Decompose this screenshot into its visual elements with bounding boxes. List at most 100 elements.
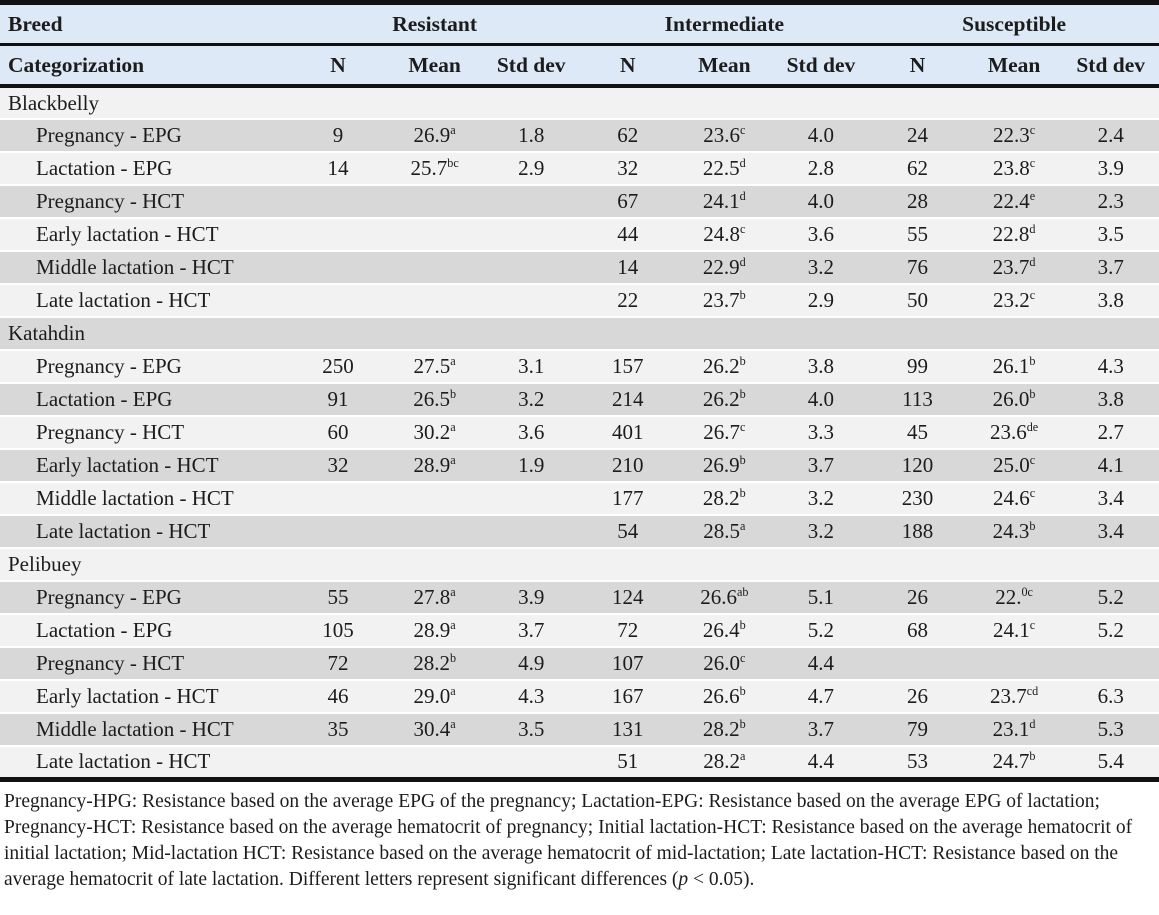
mean-cell: 26.5b (413, 387, 457, 411)
header-breed: Breed (0, 2, 290, 46)
stddev-cell: 3.2 (518, 387, 545, 411)
n-cell: 32 (327, 453, 349, 477)
n-cell: 99 (907, 354, 928, 378)
n-cell (290, 284, 387, 317)
significance-letter: d (739, 189, 746, 203)
table-row: Lactation - EPG 105 28.9a 3.7 72 26.4b 5.2 68 24… (0, 614, 1159, 647)
significance-letter: b (449, 651, 457, 665)
header-n: N (869, 44, 966, 88)
n-cell: 35 (327, 717, 349, 741)
table-row: Lactation - EPG 91 26.5b 3.2 214 26.2b 4.0 113 2… (0, 383, 1159, 416)
table-row: Middle lactation - HCT 177 28.2b 3.2 230 24.6… (0, 482, 1159, 515)
footnote-text: Pregnancy-HPG: Resistance based on the a… (4, 790, 1133, 890)
table-header: Breed Resistant Intermediate Susceptible… (0, 2, 1159, 88)
n-cell: 120 (901, 453, 934, 477)
stddev-cell: 3.8 (1097, 288, 1124, 312)
footnote-suffix: < 0.05). (688, 868, 755, 890)
table-row: Late lactation - HCT 51 28.2a 4.4 53 24.7b 5.4 (0, 746, 1159, 779)
significance-letter: d (1029, 717, 1036, 731)
significance-letter: ab (736, 585, 749, 599)
mean-cell (386, 185, 483, 218)
n-cell: 167 (612, 684, 644, 708)
significance-letter: b (739, 486, 746, 500)
mean-cell: 27.8a (413, 585, 456, 609)
stddev-cell: 5.4 (1097, 749, 1124, 774)
n-cell: 68 (907, 618, 928, 642)
mean-cell: 23.8c (993, 156, 1036, 180)
n-cell: 401 (612, 420, 644, 444)
mean-cell: 24.6c (993, 486, 1036, 510)
table-row: Pregnancy - HCT 60 30.2a 3.6 401 26.7c 3.3 45 23… (0, 416, 1159, 449)
mean-cell: 26.6ab (700, 585, 749, 609)
category-cell: Pregnancy - HCT (36, 420, 185, 444)
stddev-cell: 3.6 (518, 420, 545, 444)
table-row: Early lactation - HCT 32 28.9a 1.9 210 26.9b 3… (0, 449, 1159, 482)
mean-cell: 22.4e (993, 189, 1036, 213)
n-cell: 53 (907, 749, 928, 774)
mean-cell: 29.0a (413, 684, 456, 708)
stddev-cell: 4.4 (807, 749, 835, 774)
stddev-cell: 3.7 (1097, 255, 1124, 279)
mean-cell (386, 218, 483, 251)
category-cell: Pregnancy - EPG (36, 123, 182, 147)
category-cell: Pregnancy - HCT (36, 651, 185, 675)
mean-cell: 23.2c (993, 288, 1036, 312)
n-cell: 214 (612, 387, 644, 411)
significance-letter: c (1029, 486, 1036, 500)
mean-cell (386, 515, 483, 548)
n-cell: 54 (617, 519, 639, 543)
significance-letter: c (740, 420, 746, 434)
significance-letter: b (739, 387, 746, 401)
stddev-cell (483, 515, 580, 548)
stddev-cell: 3.3 (807, 420, 835, 444)
n-cell: 14 (617, 255, 639, 279)
mean-cell: 26.2b (702, 354, 746, 378)
stddev-cell: 3.9 (1097, 156, 1124, 180)
n-cell: 177 (612, 486, 644, 510)
table-row: Pregnancy - EPG 250 27.5a 3.1 157 26.2b 3.8 99 2… (0, 350, 1159, 383)
mean-cell: 23.7b (702, 288, 746, 312)
mean-cell: 26.9b (702, 453, 746, 477)
category-cell: Lactation - EPG (36, 387, 173, 411)
category-cell: Early lactation - HCT (36, 453, 219, 477)
mean-cell: 30.4a (413, 717, 456, 741)
n-cell (290, 185, 387, 218)
mean-cell: 22.3c (993, 123, 1036, 147)
n-cell (290, 515, 387, 548)
n-cell: 67 (617, 189, 639, 213)
significance-letter: a (450, 684, 456, 698)
significance-letter: cd (1026, 684, 1039, 698)
header-n: N (579, 44, 677, 88)
n-cell: 9 (332, 123, 344, 147)
category-cell: Lactation - EPG (36, 618, 173, 642)
section-header-row: Blackbelly (0, 86, 1159, 119)
stddev-cell: 3.2 (807, 255, 835, 279)
table-footnote: Pregnancy-HPG: Resistance based on the a… (4, 789, 1155, 893)
table-row: Middle lactation - HCT 35 30.4a 3.5 131 28.2b… (0, 713, 1159, 746)
section-name: Pelibuey (8, 552, 82, 576)
significance-letter: b (1029, 519, 1036, 533)
stddev-cell: 4.1 (1097, 453, 1124, 477)
mean-cell (386, 482, 483, 515)
category-cell: Middle lactation - HCT (36, 717, 234, 741)
significance-letter: 0c (1021, 585, 1033, 599)
n-cell: 72 (327, 651, 349, 675)
table-row: Pregnancy - HCT 72 28.2b 4.9 107 26.0c 4.4 (0, 647, 1159, 680)
stddev-cell: 3.2 (807, 519, 835, 543)
section-header-row: Katahdin (0, 317, 1159, 350)
stddev-cell: 4.7 (807, 684, 835, 708)
significance-letter: b (739, 354, 746, 368)
stddev-cell: 3.7 (518, 618, 545, 642)
significance-letter: b (739, 618, 746, 632)
mean-cell: 22.5d (702, 156, 746, 180)
stddev-cell: 4.0 (807, 189, 835, 213)
stddev-cell: 3.5 (1097, 222, 1124, 246)
significance-letter: c (1029, 618, 1036, 632)
mean-cell: 27.5a (413, 354, 456, 378)
stddev-cell (483, 251, 580, 284)
stddev-cell: 3.5 (518, 717, 545, 741)
header-group-susceptible: Susceptible (869, 2, 1159, 46)
n-cell: 62 (617, 123, 639, 147)
mean-cell: 23.1d (992, 717, 1036, 741)
stddev-cell: 3.1 (518, 354, 545, 378)
